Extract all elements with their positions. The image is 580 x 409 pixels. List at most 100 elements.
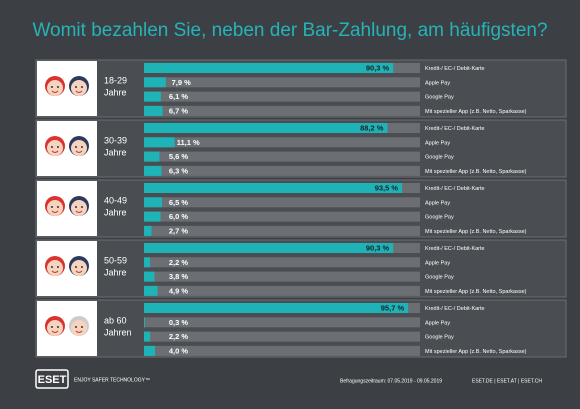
eye bbox=[81, 266, 83, 268]
bar bbox=[144, 151, 160, 162]
category-label: Apple Pay bbox=[425, 200, 450, 206]
eye bbox=[57, 266, 59, 268]
face bbox=[47, 260, 63, 276]
mouth bbox=[75, 210, 83, 213]
bar bbox=[144, 137, 175, 148]
mouth bbox=[51, 270, 59, 273]
value-label: 6,3 % bbox=[169, 166, 189, 175]
category-label: Mit spezieller App (z.B. Netto, Sparkass… bbox=[425, 109, 527, 115]
category-label: Kredit-/ EC-/ Debit-Karte bbox=[425, 186, 485, 192]
face bbox=[47, 80, 63, 96]
value-label: 4,9 % bbox=[169, 286, 189, 295]
bar-track bbox=[144, 225, 420, 236]
tagline: ENJOY SAFER TECHNOLOGY™ bbox=[74, 377, 150, 383]
category-label: Mit spezieller App (z.B. Netto, Sparkass… bbox=[425, 289, 527, 295]
mouth bbox=[75, 90, 83, 93]
bar-track bbox=[144, 91, 420, 102]
logo: ESET bbox=[38, 374, 67, 386]
mouth bbox=[51, 330, 59, 333]
category-label: Kredit-/ EC-/ Debit-Karte bbox=[425, 246, 485, 252]
category-label: Google Pay bbox=[425, 155, 454, 161]
bar bbox=[144, 183, 403, 193]
value-label: 3,8 % bbox=[169, 272, 189, 281]
bar-track bbox=[144, 77, 420, 88]
face bbox=[47, 140, 63, 156]
group-label: 40-49 bbox=[104, 195, 127, 205]
category-label: Kredit-/ EC-/ Debit-Karte bbox=[425, 126, 485, 132]
eye bbox=[57, 146, 59, 148]
bar-track bbox=[144, 151, 420, 162]
bar bbox=[144, 105, 163, 116]
bar-track bbox=[144, 331, 420, 342]
face bbox=[71, 140, 87, 156]
group-label: Jahre bbox=[104, 147, 127, 157]
eye bbox=[51, 86, 53, 88]
bar bbox=[144, 77, 166, 88]
bar-track bbox=[144, 137, 420, 148]
value-label: 90,3 % bbox=[366, 243, 390, 252]
survey-period: Befragungszeitraum: 07.05.2019 - 09.05.2… bbox=[340, 378, 442, 384]
bar bbox=[144, 331, 151, 342]
face bbox=[47, 200, 63, 216]
eye bbox=[75, 326, 77, 328]
bar-track bbox=[144, 317, 420, 328]
mouth bbox=[75, 150, 83, 153]
bar-track bbox=[144, 345, 420, 356]
eye bbox=[75, 86, 77, 88]
mouth bbox=[75, 330, 83, 333]
face bbox=[71, 80, 87, 96]
eye bbox=[81, 86, 83, 88]
bar bbox=[144, 317, 145, 328]
group-label: 50-59 bbox=[104, 255, 127, 265]
group-label: 30-39 bbox=[104, 135, 127, 145]
face bbox=[71, 320, 87, 336]
face bbox=[71, 200, 87, 216]
value-label: 7,9 % bbox=[172, 78, 192, 87]
value-label: 90,3 % bbox=[366, 63, 390, 72]
value-label: 6,5 % bbox=[169, 198, 189, 207]
value-label: 2,2 % bbox=[169, 332, 189, 341]
eye bbox=[75, 266, 77, 268]
category-label: Kredit-/ EC-/ Debit-Karte bbox=[425, 306, 485, 312]
category-label: Google Pay bbox=[425, 335, 454, 341]
bar-track bbox=[144, 257, 420, 268]
eye bbox=[57, 206, 59, 208]
category-label: Kredit-/ EC-/ Debit-Karte bbox=[425, 66, 485, 72]
bar-track bbox=[144, 197, 420, 208]
face bbox=[71, 260, 87, 276]
bar bbox=[144, 243, 394, 253]
eye bbox=[51, 266, 53, 268]
group-label: Jahre bbox=[104, 267, 127, 277]
logo-box bbox=[35, 369, 69, 389]
category-label: Google Pay bbox=[425, 275, 454, 281]
mouth bbox=[51, 210, 59, 213]
value-label: 6,0 % bbox=[169, 212, 189, 221]
bar bbox=[144, 345, 156, 356]
eye bbox=[81, 206, 83, 208]
bar bbox=[144, 257, 151, 268]
value-label: 93,5 % bbox=[375, 183, 399, 192]
mouth bbox=[75, 270, 83, 273]
eye bbox=[75, 206, 77, 208]
eye bbox=[51, 326, 53, 328]
bar-track bbox=[144, 105, 420, 116]
bar bbox=[144, 197, 162, 208]
bar bbox=[144, 211, 161, 222]
value-label: 2,7 % bbox=[169, 226, 189, 235]
value-label: 4,0 % bbox=[169, 346, 189, 355]
eye bbox=[81, 326, 83, 328]
category-label: Apple Pay bbox=[425, 80, 450, 86]
category-label: Mit spezieller App (z.B. Netto, Sparkass… bbox=[425, 169, 527, 175]
value-label: 5,6 % bbox=[169, 152, 189, 161]
eye bbox=[51, 146, 53, 148]
eye bbox=[81, 146, 83, 148]
bar bbox=[144, 285, 158, 296]
group-label: ab 60 bbox=[104, 315, 127, 325]
category-label: Mit spezieller App (z.B. Netto, Sparkass… bbox=[425, 229, 527, 235]
value-label: 6,7 % bbox=[169, 106, 189, 115]
category-label: Mit spezieller App (z.B. Netto, Sparkass… bbox=[425, 349, 527, 355]
category-label: Google Pay bbox=[425, 215, 454, 221]
category-label: Apple Pay bbox=[425, 260, 450, 266]
value-label: 6,1 % bbox=[169, 92, 189, 101]
